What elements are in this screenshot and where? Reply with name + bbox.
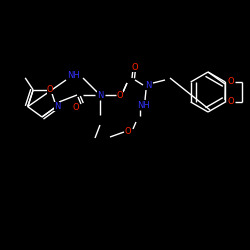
Text: O: O [117, 90, 123, 100]
Text: N: N [145, 80, 151, 90]
Text: O: O [73, 102, 79, 112]
Text: O: O [125, 128, 131, 136]
Text: O: O [228, 98, 234, 106]
Text: NH: NH [68, 70, 80, 80]
Text: NH: NH [136, 100, 149, 110]
Text: O: O [46, 85, 53, 94]
Text: O: O [228, 78, 234, 86]
Text: N: N [54, 102, 60, 111]
Text: N: N [97, 90, 103, 100]
Text: O: O [132, 62, 138, 72]
